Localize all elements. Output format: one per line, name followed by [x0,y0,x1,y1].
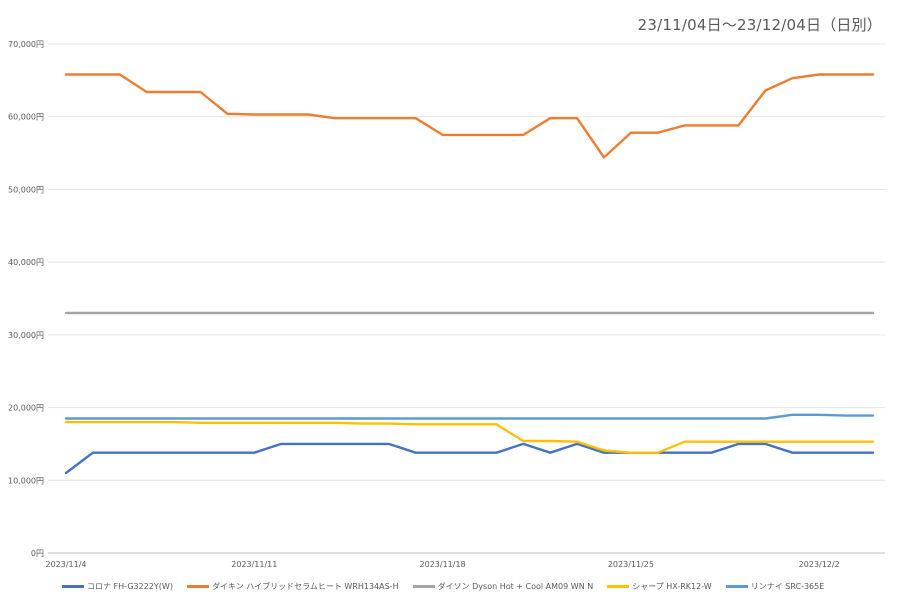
legend-item: コロナ FH-G3222Y(W) [62,581,173,592]
series-line [64,420,875,454]
y-tick-label: 0円 [31,549,44,558]
y-tick-label: 40,000円 [8,258,44,267]
y-tick-label: 50,000円 [8,185,44,194]
y-tick-label: 30,000円 [8,331,44,340]
y-tick-label: 10,000円 [8,476,44,485]
x-tick-label: 2023/11/4 [45,560,86,569]
series-line [64,413,875,420]
legend-label: リンナイ SRC-365E [750,581,825,591]
series-line [64,442,875,475]
y-tick-label: 70,000円 [8,40,44,49]
legend-label: ダイソン Dyson Hot + Cool AM09 WN N [437,581,594,591]
y-tick-label: 60,000円 [8,113,44,122]
legend-label: コロナ FH-G3222Y(W) [87,581,173,591]
legend-swatch [186,584,209,588]
y-tick-label: 20,000円 [8,404,44,413]
legend-item: ダイキン ハイブリッドセラムヒート WRH134AS-H [186,581,399,592]
legend-swatch [607,584,630,588]
x-tick-label: 2023/11/25 [608,560,654,569]
legend-label: シャープ HX-RK12-W [632,581,712,591]
legend-label: ダイキン ハイブリッドセラムヒート WRH134AS-H [211,581,399,591]
x-tick-label: 2023/11/11 [231,560,277,569]
x-tick-label: 2023/12/2 [799,560,840,569]
legend-item: シャープ HX-RK12-W [607,581,712,592]
legend-swatch [412,584,435,588]
legend-swatch [62,584,84,588]
series-line [64,73,875,159]
legend-swatch [725,584,748,588]
legend-item: リンナイ SRC-365E [725,581,825,592]
x-tick-label: 2023/11/18 [420,560,466,569]
legend-item: ダイソン Dyson Hot + Cool AM09 WN N [412,581,594,592]
legend: コロナ FH-G3222Y(W) ダイキン ハイブリッドセラムヒート WRH134… [62,578,824,594]
chart-title: 23/11/04日～23/12/04日（日別） [637,16,882,34]
